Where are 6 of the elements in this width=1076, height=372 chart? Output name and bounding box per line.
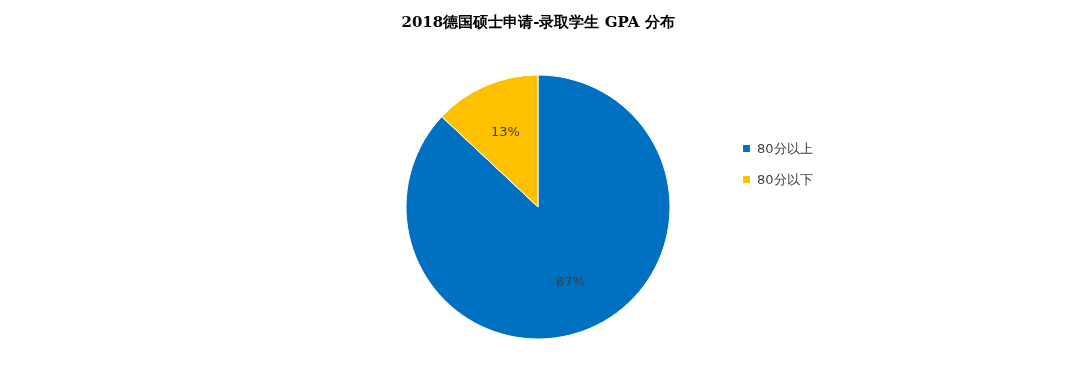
legend-label: 80分以上 [757,140,813,156]
data-label: 87% [556,274,585,290]
data-label: 13% [491,123,520,139]
legend-label: 80分以下 [757,171,813,187]
pie-slice [405,74,671,340]
chart-title: 2018德国硕士申请-录取学生 GPA 分布 [401,13,675,31]
